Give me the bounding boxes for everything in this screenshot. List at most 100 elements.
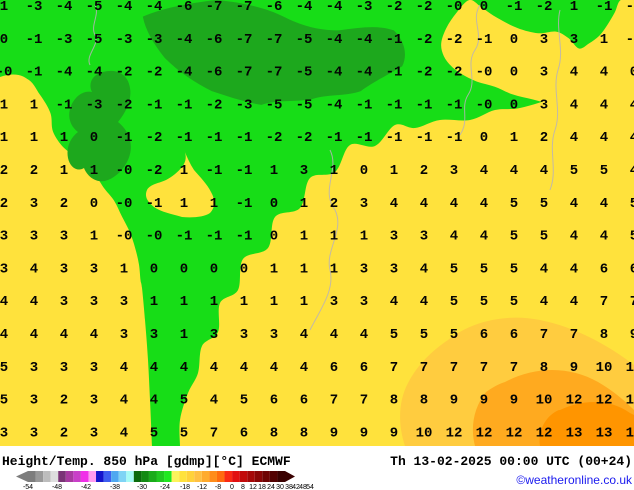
svg-text:4: 4 xyxy=(120,393,128,409)
svg-text:2: 2 xyxy=(60,393,68,409)
svg-text:3: 3 xyxy=(0,229,8,245)
svg-text:-1: -1 xyxy=(416,97,433,113)
svg-text:4: 4 xyxy=(30,327,38,343)
svg-text:-1: -1 xyxy=(386,65,403,81)
svg-text:0: 0 xyxy=(90,196,98,212)
svg-text:1: 1 xyxy=(60,130,68,146)
svg-text:0: 0 xyxy=(150,261,158,277)
svg-text:30: 30 xyxy=(276,484,284,490)
svg-text:5: 5 xyxy=(0,360,8,376)
svg-text:-7: -7 xyxy=(236,65,253,81)
svg-text:4: 4 xyxy=(210,393,218,409)
svg-text:9: 9 xyxy=(510,393,518,409)
svg-text:-3: -3 xyxy=(26,0,43,15)
svg-text:-8: -8 xyxy=(215,484,221,490)
svg-text:-2: -2 xyxy=(446,32,463,48)
svg-text:-1: -1 xyxy=(476,32,493,48)
svg-text:4: 4 xyxy=(330,327,338,343)
svg-text:5: 5 xyxy=(180,425,188,441)
svg-text:-3: -3 xyxy=(356,0,373,15)
svg-text:5: 5 xyxy=(540,196,548,212)
svg-text:9: 9 xyxy=(360,425,368,441)
svg-text:12: 12 xyxy=(626,393,634,409)
svg-text:3: 3 xyxy=(270,327,278,343)
svg-text:3: 3 xyxy=(120,294,128,310)
svg-text:4: 4 xyxy=(630,163,634,179)
svg-text:-2: -2 xyxy=(296,130,313,146)
svg-text:3: 3 xyxy=(90,294,98,310)
svg-text:1: 1 xyxy=(330,229,338,245)
svg-text:-1: -1 xyxy=(446,130,463,146)
svg-text:3: 3 xyxy=(60,229,68,245)
svg-text:8: 8 xyxy=(270,425,278,441)
svg-text:3: 3 xyxy=(150,327,158,343)
svg-text:4: 4 xyxy=(540,163,548,179)
svg-text:1: 1 xyxy=(300,261,308,277)
svg-text:-1: -1 xyxy=(146,196,163,212)
svg-text:6: 6 xyxy=(510,327,518,343)
svg-text:4: 4 xyxy=(570,294,578,310)
svg-text:-4: -4 xyxy=(176,32,193,48)
svg-text:3: 3 xyxy=(390,261,398,277)
svg-text:-2: -2 xyxy=(416,32,433,48)
svg-text:1: 1 xyxy=(180,294,188,310)
svg-text:5: 5 xyxy=(570,163,578,179)
svg-text:1: 1 xyxy=(300,229,308,245)
svg-text:-48: -48 xyxy=(52,484,62,490)
svg-text:-1: -1 xyxy=(206,130,223,146)
svg-text:2: 2 xyxy=(330,196,338,212)
svg-text:9: 9 xyxy=(450,393,458,409)
svg-text:4: 4 xyxy=(510,163,518,179)
svg-text:-3: -3 xyxy=(86,97,103,113)
svg-text:-1: -1 xyxy=(386,130,403,146)
svg-text:3: 3 xyxy=(60,294,68,310)
svg-text:3: 3 xyxy=(360,294,368,310)
svg-text:-1: -1 xyxy=(236,163,253,179)
svg-text:4: 4 xyxy=(600,97,608,113)
svg-text:-7: -7 xyxy=(266,65,283,81)
svg-text:-4: -4 xyxy=(326,0,343,15)
svg-text:-1: -1 xyxy=(26,32,43,48)
svg-text:1: 1 xyxy=(180,327,188,343)
svg-text:-0: -0 xyxy=(0,65,12,81)
svg-text:2: 2 xyxy=(60,196,68,212)
svg-text:-1: -1 xyxy=(206,229,223,245)
svg-text:2: 2 xyxy=(0,163,8,179)
svg-text:5: 5 xyxy=(0,393,8,409)
svg-text:-4: -4 xyxy=(326,32,343,48)
svg-text:7: 7 xyxy=(330,393,338,409)
svg-text:9: 9 xyxy=(570,360,578,376)
svg-text:-1: -1 xyxy=(26,65,43,81)
svg-text:-2: -2 xyxy=(146,65,163,81)
svg-text:5: 5 xyxy=(630,196,634,212)
svg-text:3: 3 xyxy=(60,360,68,376)
svg-text:-7: -7 xyxy=(236,32,253,48)
svg-text:7: 7 xyxy=(570,327,578,343)
svg-text:-3: -3 xyxy=(146,32,163,48)
svg-text:1: 1 xyxy=(90,163,98,179)
svg-text:9: 9 xyxy=(390,425,398,441)
svg-text:12: 12 xyxy=(249,484,257,490)
svg-text:3: 3 xyxy=(540,32,548,48)
svg-text:1: 1 xyxy=(30,130,38,146)
svg-text:-3: -3 xyxy=(236,97,253,113)
svg-text:5: 5 xyxy=(450,261,458,277)
svg-text:-0: -0 xyxy=(116,163,133,179)
svg-text:6: 6 xyxy=(240,425,248,441)
svg-text:-7: -7 xyxy=(206,0,223,15)
svg-text:-2: -2 xyxy=(416,65,433,81)
svg-text:-42: -42 xyxy=(81,484,91,490)
svg-text:4: 4 xyxy=(450,196,458,212)
svg-text:2: 2 xyxy=(420,163,428,179)
svg-text:4: 4 xyxy=(480,229,488,245)
svg-text:4: 4 xyxy=(570,196,578,212)
svg-text:1: 1 xyxy=(240,294,248,310)
svg-text:3: 3 xyxy=(360,196,368,212)
svg-text:4: 4 xyxy=(300,327,308,343)
svg-text:-2: -2 xyxy=(146,130,163,146)
svg-text:1: 1 xyxy=(0,97,8,113)
svg-text:6: 6 xyxy=(600,261,608,277)
svg-text:-1: -1 xyxy=(626,32,634,48)
svg-text:7: 7 xyxy=(540,327,548,343)
svg-text:4: 4 xyxy=(90,327,98,343)
